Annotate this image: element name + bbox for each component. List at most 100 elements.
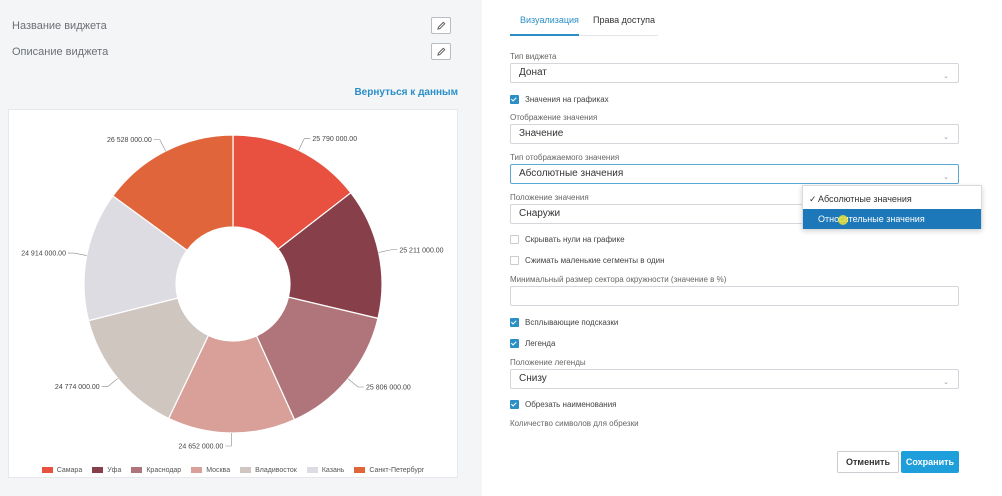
leader-line-1 xyxy=(378,249,398,253)
widget-name-row: Название виджета xyxy=(12,17,452,37)
widget-type-value: Донат xyxy=(519,67,547,78)
slice-value-label-5: 24 914 000.00 xyxy=(21,251,66,258)
legend-swatch xyxy=(41,467,53,473)
compress-segments-row[interactable]: Сжимать маленькие сегменты в один xyxy=(510,254,665,266)
widget-type-select[interactable]: Донат ⌄ xyxy=(510,63,959,83)
legend-checkbox[interactable] xyxy=(510,338,519,348)
legend-swatch xyxy=(354,467,366,473)
slice-value-label-2: 25 806 000.00 xyxy=(366,385,411,392)
value-type-dropdown: ✓ Абсолютные значения Относительные знач… xyxy=(802,185,982,229)
legend-item-2[interactable]: Краснодар xyxy=(131,464,181,476)
legend-swatch xyxy=(131,467,143,473)
tab-visualization[interactable]: Визуализация xyxy=(520,15,579,25)
save-button[interactable]: Сохранить xyxy=(901,451,959,473)
edit-description-button[interactable] xyxy=(431,43,451,60)
donut-slice-2[interactable] xyxy=(255,296,379,421)
value-position-label: Положение значения xyxy=(510,193,589,202)
widget-type-label: Тип виджета xyxy=(510,52,557,61)
compress-segments-checkbox[interactable] xyxy=(510,255,519,265)
leader-line-4 xyxy=(101,378,118,387)
dropdown-option-absolute[interactable]: ✓ Абсолютные значения xyxy=(803,189,981,209)
legend-label: Санкт-Петербург xyxy=(369,466,425,474)
leader-line-3 xyxy=(225,432,232,447)
legend-item-6[interactable]: Санкт-Петербург xyxy=(354,464,424,476)
back-to-data-link[interactable]: Вернуться к данным xyxy=(354,87,458,98)
tab-access-rights[interactable]: Права доступа xyxy=(593,15,656,25)
legend-label: Легенда xyxy=(525,338,556,348)
leader-line-5 xyxy=(67,252,87,256)
donut-chart-card: 25 790 000.00 25 211 000.00 25 806 000.00 2… xyxy=(8,109,458,478)
donut-slice-4[interactable] xyxy=(87,297,210,420)
chevron-down-icon: ⌄ xyxy=(943,174,949,181)
hide-zeros-checkbox[interactable] xyxy=(510,234,519,244)
value-type-value: Абсолютные значения xyxy=(519,168,624,179)
value-position-value: Снаружи xyxy=(519,208,561,219)
chevron-down-icon: ⌄ xyxy=(943,73,949,80)
values-on-charts-row[interactable]: Значения на графиках xyxy=(510,93,609,105)
settings-tabs: Визуализация Права доступа xyxy=(510,0,658,36)
pencil-icon xyxy=(436,47,445,56)
value-type-select[interactable]: Абсолютные значения ⌄ xyxy=(510,164,959,184)
donut-slice-1[interactable] xyxy=(277,191,383,320)
truncate-names-row[interactable]: Обрезать наименования xyxy=(510,398,617,410)
truncate-names-checkbox[interactable] xyxy=(510,399,519,409)
tooltips-checkbox[interactable] xyxy=(510,317,519,327)
edit-name-button[interactable] xyxy=(431,17,451,34)
legend-item-1[interactable]: Уфа xyxy=(92,464,121,476)
legend-swatch xyxy=(240,467,252,473)
tooltips-row[interactable]: Всплывающие подсказки xyxy=(510,316,618,328)
legend-position-value: Снизу xyxy=(519,373,547,384)
donut-slice-3[interactable] xyxy=(167,334,296,434)
legend-swatch xyxy=(306,467,318,473)
legend-label: Краснодар xyxy=(146,466,182,474)
legend-label: Казань xyxy=(321,466,345,474)
mouse-cursor-highlight xyxy=(838,215,848,225)
leader-line-0 xyxy=(298,138,311,151)
legend-position-label: Положение легенды xyxy=(510,358,586,367)
dropdown-option-relative[interactable]: Относительные значения xyxy=(803,209,981,229)
legend-item-5[interactable]: Казань xyxy=(306,464,345,476)
values-on-charts-label: Значения на графиках xyxy=(525,94,609,104)
slice-value-label-6: 26 528 000.00 xyxy=(107,137,152,144)
values-on-charts-checkbox[interactable] xyxy=(510,94,519,104)
legend-row[interactable]: Легенда xyxy=(510,337,555,349)
value-type-label: Тип отображаемого значения xyxy=(510,153,620,162)
truncate-names-label: Обрезать наименования xyxy=(525,399,617,409)
min-sector-label: Минимальный размер сектора окружности (з… xyxy=(510,275,727,284)
widget-preview-panel: Название виджета Описание виджета Вернут… xyxy=(0,0,482,496)
chart-legend: Самара Уфа Краснодар Москва Владивосток Казан… xyxy=(9,464,457,476)
hide-zeros-label: Скрывать нули на графике xyxy=(525,234,625,244)
value-display-value: Значение xyxy=(519,128,564,139)
hide-zeros-row[interactable]: Скрывать нули на графике xyxy=(510,233,625,245)
donut-slice-5[interactable] xyxy=(83,195,188,322)
legend-label: Москва xyxy=(206,466,231,474)
legend-item-3[interactable]: Москва xyxy=(191,464,230,476)
donut-slice-0[interactable] xyxy=(232,134,352,250)
widget-name-label: Название виджета xyxy=(12,20,107,32)
leader-line-6 xyxy=(153,139,166,152)
leader-line-2 xyxy=(347,378,365,388)
active-tab-indicator xyxy=(510,34,579,36)
legend-position-select[interactable]: Снизу ⌄ xyxy=(510,369,959,389)
min-sector-input[interactable] xyxy=(510,286,959,306)
legend-label: Самара xyxy=(56,466,83,474)
legend-item-0[interactable]: Самара xyxy=(41,464,83,476)
slice-value-label-1: 25 211 000.00 xyxy=(399,247,443,254)
checkmark-icon: ✓ xyxy=(809,194,817,204)
cancel-button[interactable]: Отменить xyxy=(837,451,899,473)
tooltips-label: Всплывающие подсказки xyxy=(525,317,619,327)
widget-description-label: Описание виджета xyxy=(12,46,109,58)
chevron-down-icon: ⌄ xyxy=(943,379,949,386)
value-display-select[interactable]: Значение ⌄ xyxy=(510,124,959,144)
chevron-down-icon: ⌄ xyxy=(943,134,949,141)
legend-swatch xyxy=(92,467,104,473)
truncate-chars-label: Количество символов для обрезки xyxy=(510,419,639,428)
slice-value-label-3: 24 652 000.00 xyxy=(179,443,224,450)
pencil-icon xyxy=(436,21,445,30)
legend-label: Уфа xyxy=(107,466,122,474)
widget-description-row: Описание виджета xyxy=(12,43,452,63)
dropdown-option-label: Абсолютные значения xyxy=(818,194,912,204)
legend-swatch xyxy=(191,467,203,473)
legend-item-4[interactable]: Владивосток xyxy=(240,464,297,476)
donut-slice-6[interactable] xyxy=(112,134,234,252)
